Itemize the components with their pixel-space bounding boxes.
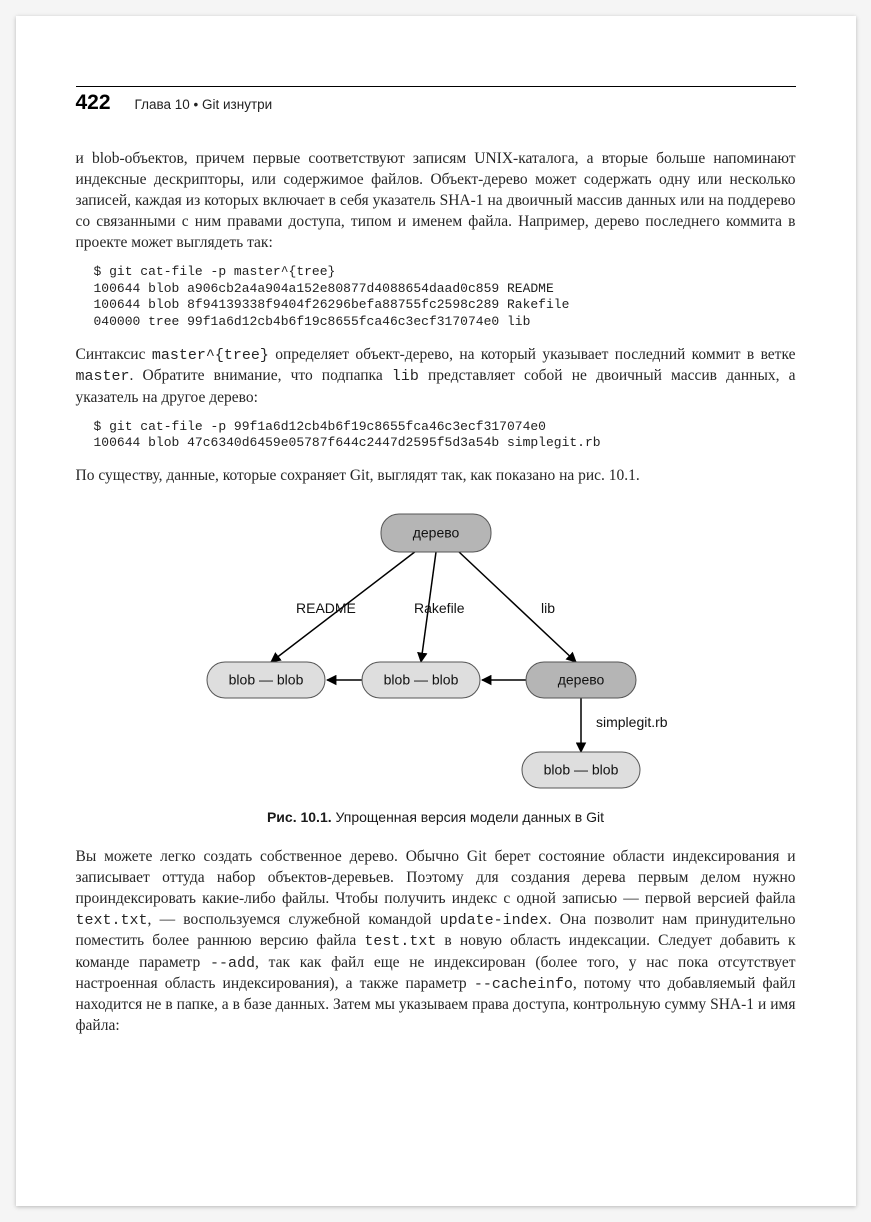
edge-label: Rakefile <box>414 600 465 616</box>
inline-code: master^{tree} <box>152 347 269 364</box>
node-label: blob — blob <box>228 672 303 688</box>
edge-label: simplegit.rb <box>596 714 668 730</box>
text: определяет объект-дерево, на который ука… <box>269 346 796 363</box>
node-label: blob — blob <box>543 762 618 778</box>
node-label: blob — blob <box>383 672 458 688</box>
code-block-2: $ git cat-file -p 99f1a6d12cb4b6f19c8655… <box>94 419 796 453</box>
inline-code: update-index <box>440 912 548 929</box>
inline-code: --cacheinfo <box>474 976 573 993</box>
inline-code: test.txt <box>364 933 436 950</box>
header-rule <box>76 86 796 87</box>
figure-caption: Рис. 10.1. Упрощенная версия модели данн… <box>267 809 604 825</box>
page: 422 Глава 10 • Git изнутри и blob-объект… <box>16 16 856 1206</box>
paragraph-1: и blob-объектов, причем первые соответст… <box>76 149 796 254</box>
edge-label: lib <box>541 600 555 616</box>
node-label: дерево <box>557 672 604 688</box>
inline-code: --add <box>210 955 255 972</box>
page-number: 422 <box>76 91 111 115</box>
inline-code: lib <box>392 368 419 385</box>
inline-code: master <box>76 368 130 385</box>
paragraph-3: По существу, данные, которые сохраняет G… <box>76 466 796 487</box>
page-header: 422 Глава 10 • Git изнутри <box>76 91 796 115</box>
figure-10-1: README Rakefile lib simplegit.rb дерево blob … <box>76 505 796 825</box>
inline-code: text.txt <box>76 912 148 929</box>
text: Синтаксис <box>76 346 152 363</box>
text: Вы можете легко создать собственное дере… <box>76 848 796 907</box>
node-label: дерево <box>412 525 459 541</box>
paragraph-2: Синтаксис master^{tree} определяет объек… <box>76 345 796 408</box>
tree-diagram: README Rakefile lib simplegit.rb дерево blob … <box>196 505 676 795</box>
edge-label: README <box>296 600 356 616</box>
code-block-1: $ git cat-file -p master^{tree} 100644 b… <box>94 264 796 332</box>
text: . Обратите внимание, что подпапка <box>130 367 392 384</box>
paragraph-4: Вы можете легко создать собственное дере… <box>76 847 796 1037</box>
caption-label: Рис. 10.1. <box>267 809 332 825</box>
caption-text: Упрощенная версия модели данных в Git <box>332 809 604 825</box>
text: , — воспользуемся служебной командой <box>148 911 440 928</box>
chapter-title: Глава 10 • Git изнутри <box>135 97 273 112</box>
edge <box>458 551 576 662</box>
